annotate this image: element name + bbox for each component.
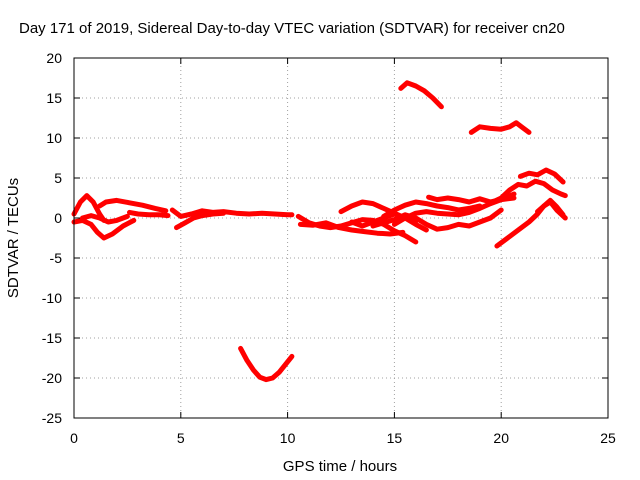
axis-ticks: 0 5 10 15 20 25 -25 -20 -15 -10 -5 0 5 10 15 20 bbox=[42, 50, 616, 446]
x-tick-label: 5 bbox=[177, 430, 185, 446]
y-tick-label: -25 bbox=[42, 410, 62, 426]
y-tick-label: 0 bbox=[54, 210, 62, 226]
x-tick-label: 20 bbox=[493, 430, 509, 446]
x-tick-label: 15 bbox=[387, 430, 403, 446]
series-arc-1 bbox=[71, 193, 107, 223]
y-tick-label: 10 bbox=[46, 130, 62, 146]
series-arc-2 bbox=[71, 217, 137, 241]
y-tick-label: -20 bbox=[42, 370, 62, 386]
series-arc-6 bbox=[169, 207, 295, 219]
plot-frame bbox=[73, 57, 609, 419]
chart-title: Day 171 of 2019, Sidereal Day-to-day VTE… bbox=[19, 20, 565, 37]
series-arc-20 bbox=[490, 178, 568, 205]
series-arc-10 bbox=[297, 220, 406, 237]
series-arc-5 bbox=[127, 209, 171, 219]
series-arc-22 bbox=[535, 197, 566, 218]
x-tick-label: 25 bbox=[600, 430, 616, 446]
y-tick-label: 15 bbox=[46, 90, 62, 106]
series-arc-3 bbox=[80, 213, 130, 225]
series-arc-16 bbox=[398, 80, 444, 110]
series-arc-18 bbox=[468, 120, 532, 135]
series-arc-4 bbox=[97, 197, 169, 214]
series-arc-7 bbox=[174, 210, 226, 231]
y-tick-label: -15 bbox=[42, 330, 62, 346]
series-arc-21 bbox=[517, 167, 566, 185]
y-tick-label: -5 bbox=[50, 250, 63, 266]
x-tick-label: 0 bbox=[70, 430, 78, 446]
x-axis-label: GPS time / hours bbox=[283, 458, 397, 475]
y-tick-label: 5 bbox=[54, 170, 62, 186]
y-tick-label: 20 bbox=[46, 50, 62, 66]
y-axis-label: SDTVAR / TECUs bbox=[5, 178, 22, 298]
y-tick-label: -10 bbox=[42, 290, 62, 306]
series-arc-8 bbox=[238, 345, 295, 383]
data-series bbox=[71, 80, 568, 383]
grid bbox=[74, 58, 608, 418]
x-tick-label: 10 bbox=[280, 430, 296, 446]
series-arc-13 bbox=[370, 207, 504, 232]
series-arc-14 bbox=[381, 199, 483, 219]
